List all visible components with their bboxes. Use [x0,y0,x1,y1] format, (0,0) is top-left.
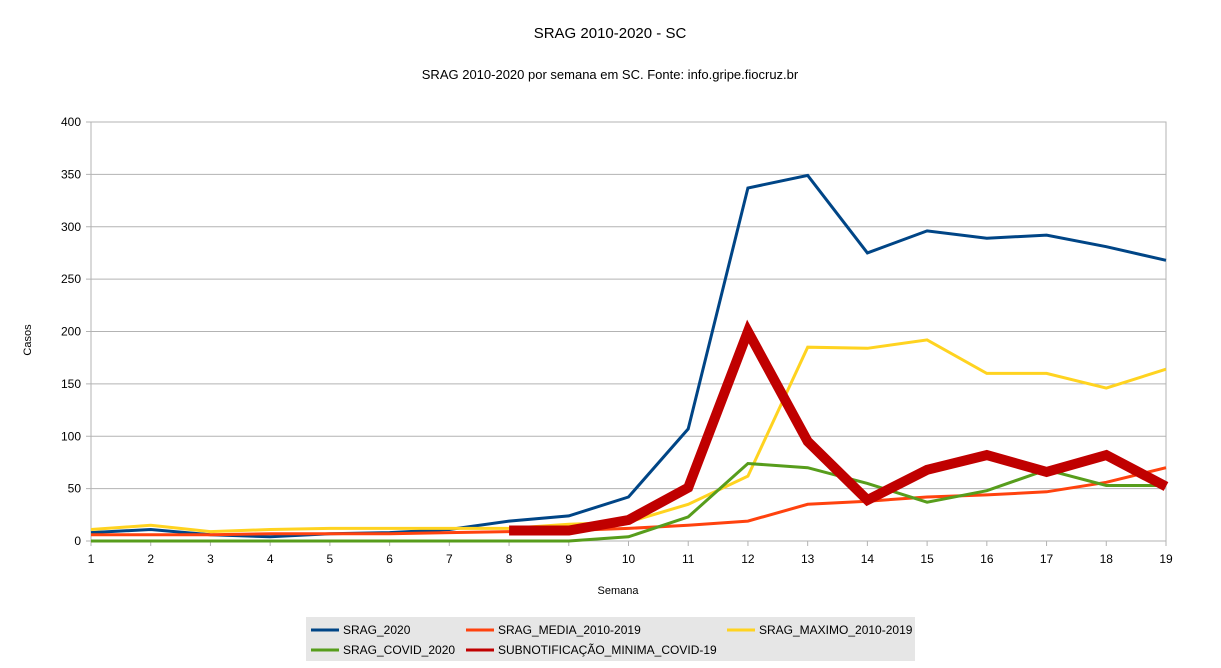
x-tick-label: 12 [741,552,755,566]
x-tick-label: 8 [506,552,513,566]
series-line-4 [509,319,1169,536]
legend-entry: SUBNOTIFICAÇÃO_MINIMA_COVID-19 [498,643,717,657]
chart-subtitle: SRAG 2010-2020 por semana em SC. Fonte: … [422,67,799,82]
gridlines [91,173,1166,490]
x-tick-label: 10 [622,552,636,566]
series-line-1 [91,466,1167,537]
series-lines [90,173,1169,543]
x-tick-label: 18 [1100,552,1114,566]
y-tick-label: 350 [61,167,81,181]
x-tick-label: 3 [207,552,214,566]
x-tick-label: 19 [1159,552,1173,566]
y-tick-label: 200 [61,325,81,339]
x-tick-label: 11 [682,552,695,566]
y-tick-label: 300 [61,220,81,234]
x-axis-ticks: 1 2 3 4 5 6 7 8 9 10 11 12 13 14 15 16 17 18 19 [88,541,1173,566]
legend-entry: SRAG_MAXIMO_2010-2019 [759,623,913,637]
x-tick-label: 16 [980,552,994,566]
legend: SRAG_2020 SRAG_MEDIA_2010-2019 SRAG_MAXIMO… [306,617,915,661]
y-axis-ticks: 0 50 100 150 200 250 300 350 400 [61,115,91,548]
x-tick-label: 13 [801,552,815,566]
series-line-0 [90,173,1167,539]
x-tick-label: 1 [88,552,95,566]
x-tick-label: 4 [267,552,274,566]
y-tick-label: 150 [61,377,81,391]
x-tick-label: 6 [386,552,393,566]
x-tick-label: 2 [147,552,154,566]
y-tick-label: 100 [61,429,81,443]
x-tick-label: 14 [861,552,875,566]
x-tick-label: 5 [327,552,334,566]
legend-entry: SRAG_2020 [343,623,411,637]
legend-entry: SRAG_MEDIA_2010-2019 [498,623,641,637]
x-tick-label: 7 [446,552,453,566]
y-axis-label: Casos [22,324,34,356]
y-tick-label: 250 [61,272,81,286]
x-axis-label: Semana [598,585,640,597]
y-tick-label: 50 [68,482,82,496]
x-tick-label: 15 [920,552,934,566]
y-tick-label: 400 [61,115,81,129]
y-tick-label: 0 [74,534,81,548]
legend-box [306,617,915,661]
legend-entry: SRAG_COVID_2020 [343,643,455,657]
x-tick-label: 17 [1040,552,1054,566]
series-line-3 [91,461,1166,543]
x-tick-label: 9 [565,552,572,566]
chart-title: SRAG 2010-2020 - SC [534,25,687,42]
